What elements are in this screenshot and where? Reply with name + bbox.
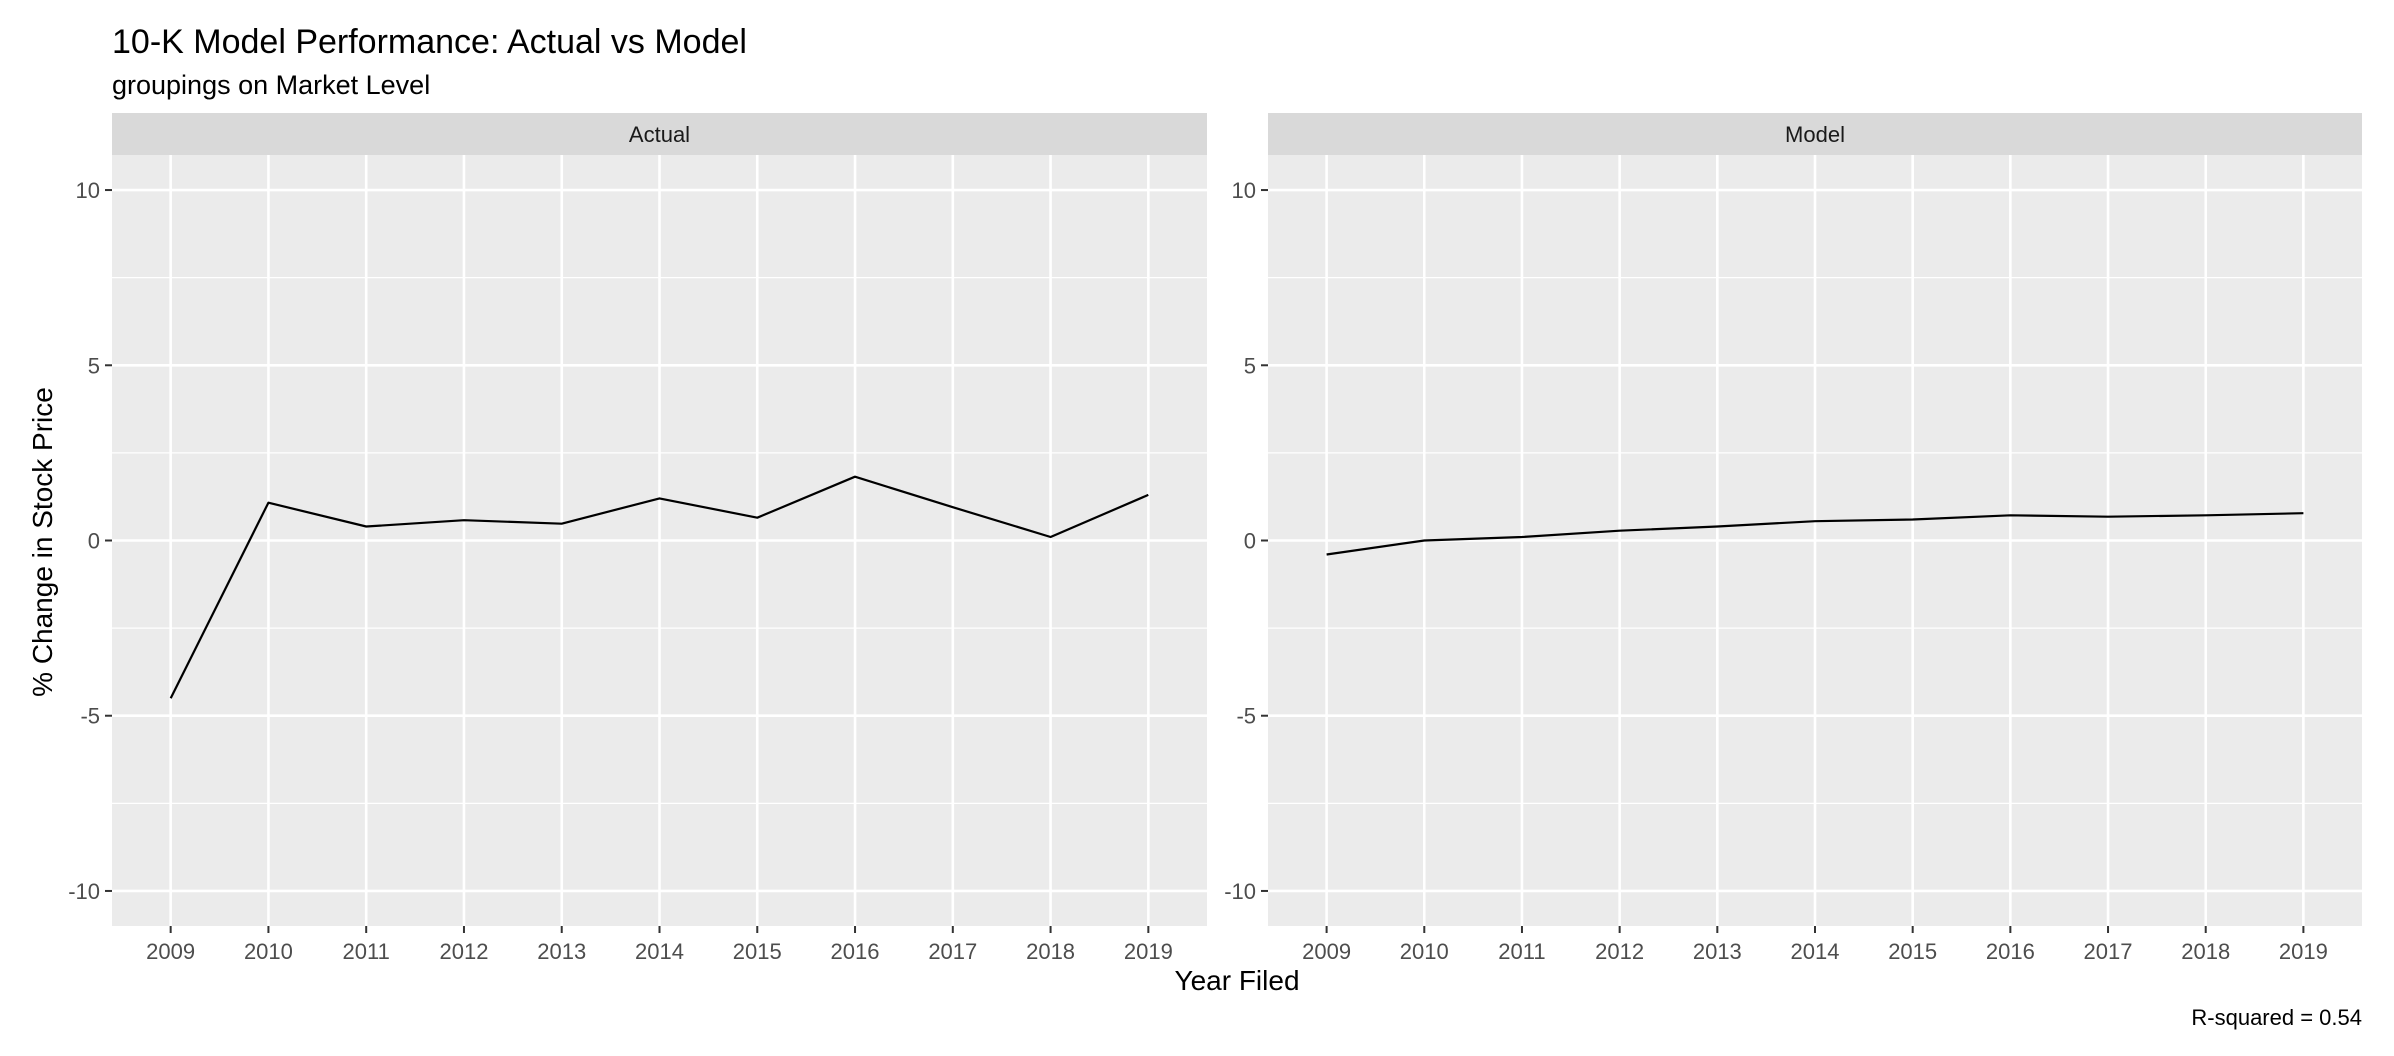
x-tick-label: 2017: [2084, 939, 2133, 964]
x-tick-label: 2015: [733, 939, 782, 964]
x-tick-label: 2009: [146, 939, 195, 964]
x-tick-label: 2013: [537, 939, 586, 964]
series-line-model: [1326, 512, 2304, 556]
y-tick-label: -10: [1224, 879, 1256, 904]
x-tick-label: 2012: [1595, 939, 1644, 964]
y-tick-label: 5: [1244, 353, 1256, 378]
x-tick-label: 2019: [1124, 939, 1173, 964]
x-tick-label: 2016: [831, 939, 880, 964]
x-tick-label: 2014: [635, 939, 684, 964]
y-tick-label: 10: [76, 178, 100, 203]
x-tick-label: 2019: [2279, 939, 2328, 964]
x-tick-label: 2011: [343, 939, 390, 964]
y-tick-label: 0: [1244, 529, 1256, 554]
x-tick-label: 2014: [1791, 939, 1840, 964]
x-tick-label: 2018: [1026, 939, 1075, 964]
y-tick-label: -5: [80, 704, 100, 729]
r-squared-caption: R-squared = 0.54: [2191, 1005, 2362, 1030]
series-line-actual: [169, 475, 1149, 699]
y-tick-label: 0: [88, 529, 100, 554]
facet-panels: Actual -10 -5 0 5 10 2009 2010 2011 2012 2013 2014 2…: [68, 113, 2362, 964]
y-tick-label: 5: [88, 353, 100, 378]
y-tick-label: -10: [68, 879, 100, 904]
x-tick-label: 2017: [928, 939, 977, 964]
y-axis-title: % Change in Stock Price: [27, 387, 58, 697]
chart-subtitle: groupings on Market Level: [112, 70, 430, 100]
strip-model: [1268, 113, 2362, 155]
strip-actual: [112, 113, 1207, 155]
x-tick-label: 2015: [1888, 939, 1937, 964]
x-tick-label: 2012: [439, 939, 488, 964]
x-tick-label: 2016: [1986, 939, 2035, 964]
y-tick-label: 10: [1232, 178, 1256, 203]
chart-title: 10-K Model Performance: Actual vs Model: [112, 23, 747, 61]
x-tick-label: 2010: [244, 939, 293, 964]
x-tick-label: 2009: [1302, 939, 1351, 964]
strip-label-actual: Actual: [629, 122, 690, 147]
x-tick-label: 2011: [1498, 939, 1545, 964]
y-tick-label: -5: [1236, 704, 1256, 729]
x-tick-label: 2018: [2181, 939, 2230, 964]
panel-model: Model -10 -5 0 5 10 2009 2010 2011 2012 2013 2014 20…: [1224, 113, 2362, 964]
panel-actual: Actual -10 -5 0 5 10 2009 2010 2011 2012 2013 2014 2…: [68, 113, 1207, 964]
x-tick-label: 2010: [1400, 939, 1449, 964]
x-axis-title: Year Filed: [1174, 965, 1299, 996]
x-tick-label: 2013: [1693, 939, 1742, 964]
strip-label-model: Model: [1785, 122, 1845, 147]
